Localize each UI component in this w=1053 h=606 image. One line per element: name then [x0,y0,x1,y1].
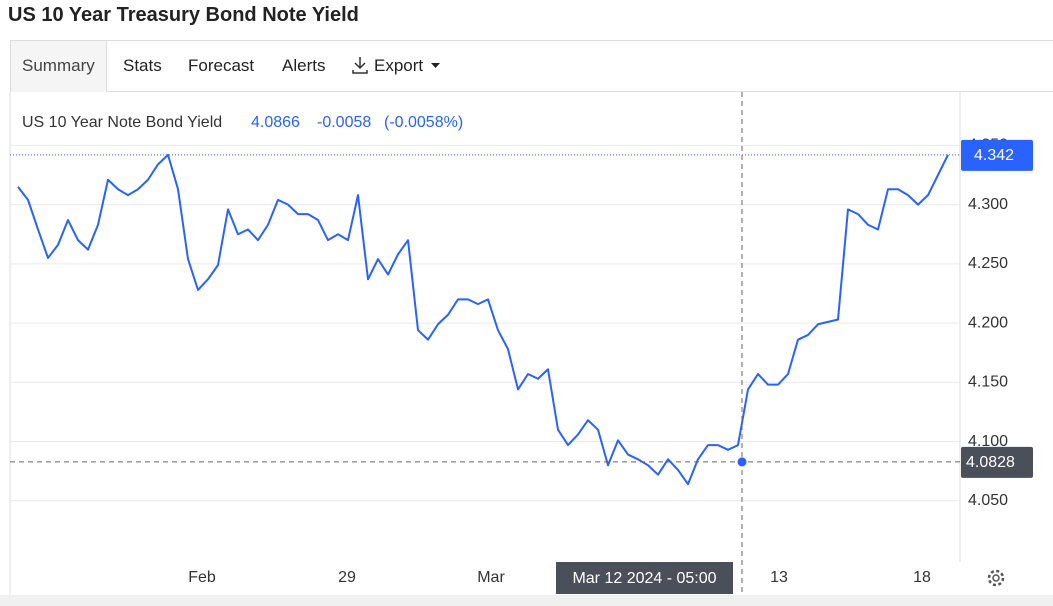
page-title: US 10 Year Treasury Bond Note Yield [8,4,359,26]
y-tick-label: 4.250 [968,255,1008,272]
x-tick-label: Mar [477,569,505,586]
crosshair-x-label: Mar 12 2024 - 05:00 [572,570,716,587]
x-tick-label: 13 [770,569,788,586]
x-tick-label: 18 [913,569,931,586]
crosshair-y-badge [961,446,1033,478]
tab[interactable]: Alerts [282,56,326,75]
legend-change-percent: (-0.0058%) [384,114,463,131]
tab[interactable]: Summary [10,41,107,92]
tab-bar: Summary Stats Forecast Alerts Export [10,40,1053,92]
legend-change: -0.0058 [317,114,371,131]
y-tick-label: 4.100 [968,433,1008,450]
y-tick-label: 4.050 [968,492,1008,509]
y-tick-label: 4.350 [968,137,1008,154]
footer-strip [0,595,1053,606]
tab[interactable]: Export [374,56,424,75]
series-line [17,153,949,486]
x-tick-label: 29 [338,569,356,586]
tab[interactable]: Stats [123,56,162,75]
legend: US 10 Year Note Bond Yield 4.0866 -0.005… [22,114,463,131]
y-tick-label: 4.150 [968,374,1008,391]
last-value-badge [961,139,1033,171]
last-value-label: 4.342 [974,147,1014,164]
legend-value: 4.0866 [251,114,300,131]
crosshair-point [737,457,747,467]
tab[interactable]: Forecast [188,56,255,75]
y-tick-label: 4.300 [968,196,1008,213]
crosshair-x-badge [556,562,733,594]
crosshair-y-label: 4.0828 [966,454,1015,471]
x-tick-label: Feb [188,569,216,586]
legend-name: US 10 Year Note Bond Yield [22,114,222,131]
y-tick-label: 4.200 [968,314,1008,331]
settings-icon[interactable] [987,569,1005,587]
